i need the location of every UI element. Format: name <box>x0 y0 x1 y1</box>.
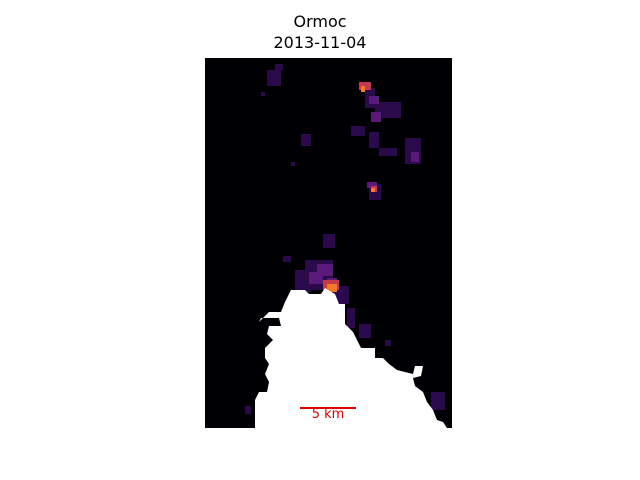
land-mask <box>255 288 447 428</box>
scalebar-line <box>300 407 356 409</box>
scalebar-label: 5 km <box>311 407 345 422</box>
map-title-date: 2013-11-04 <box>273 33 367 52</box>
map-raster <box>245 64 447 428</box>
light-pixels-brightest <box>327 86 375 292</box>
map-title-place: Ormoc <box>293 12 347 31</box>
night-lights-map <box>205 58 452 428</box>
